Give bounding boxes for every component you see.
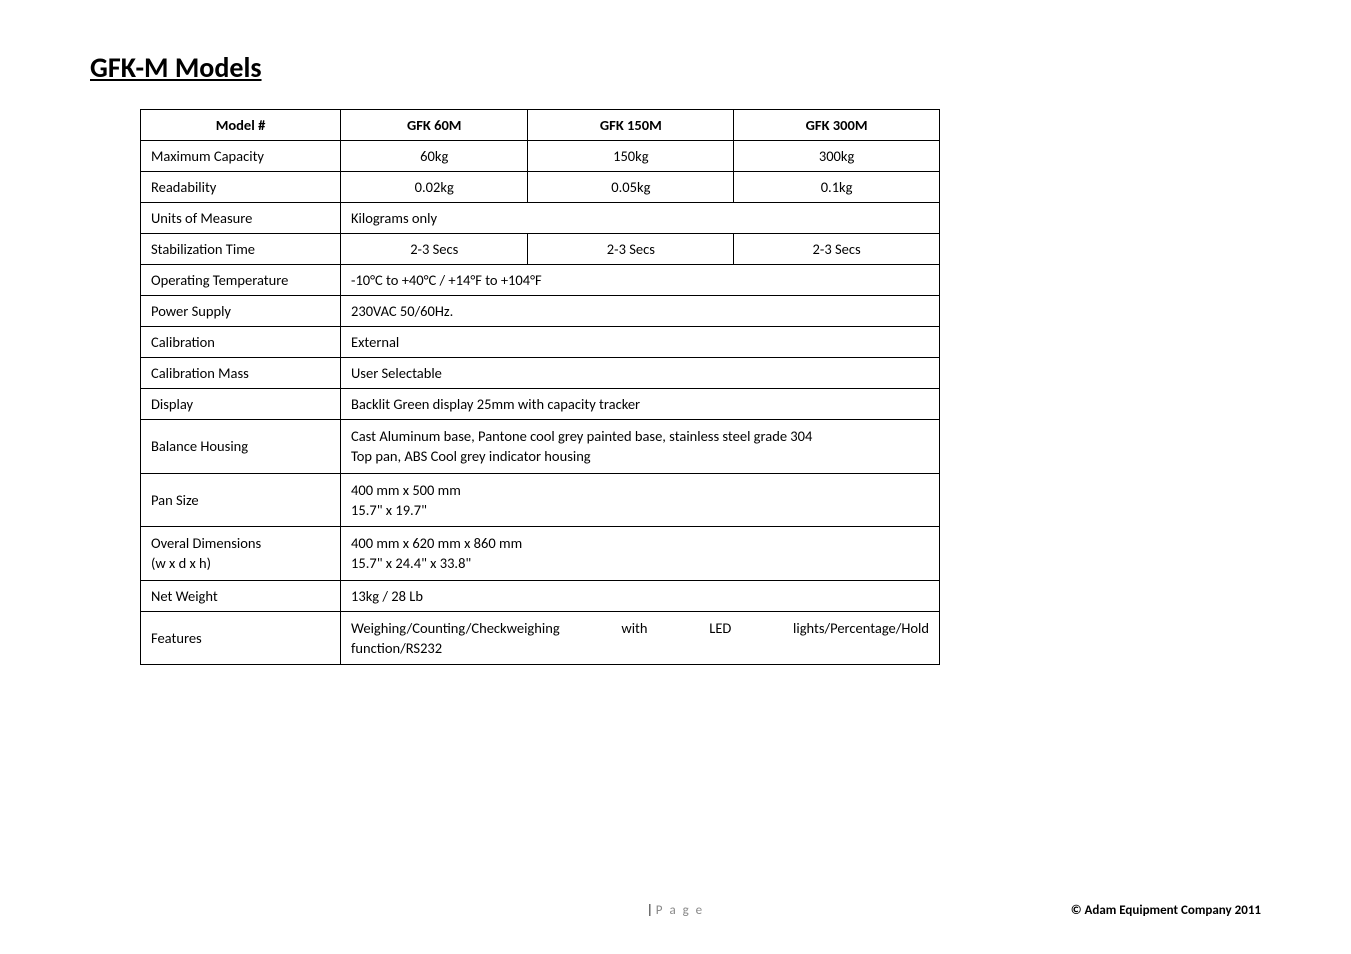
row-label-readability: Readability (141, 172, 341, 203)
row-label-display: Display (141, 389, 341, 420)
cell-stabilization-1: 2-3 Secs (341, 234, 528, 265)
cell-stabilization-3: 2-3 Secs (734, 234, 940, 265)
cell-readability-3: 0.1kg (734, 172, 940, 203)
row-label-power: Power Supply (141, 296, 341, 327)
cell-readability-1: 0.02kg (341, 172, 528, 203)
table-row: Calibration Mass User Selectable (141, 358, 940, 389)
cell-max-capacity-2: 150kg (528, 141, 734, 172)
cell-features-line2: function/RS232 (351, 638, 929, 658)
page-footer: | P a g e © Adam Equipment Company 2011 (0, 903, 1351, 918)
cell-pan-line1: 400 mm x 500 mm (351, 480, 929, 500)
cell-housing-line1: Cast Aluminum base, Pantone cool grey pa… (351, 426, 929, 446)
footer-page-sep: | (647, 903, 653, 918)
row-label-calibration: Calibration (141, 327, 341, 358)
footer-page-number: | P a g e (647, 903, 704, 918)
spec-table: Model # GFK 60M GFK 150M GFK 300M Maximu… (140, 109, 940, 665)
table-row: Maximum Capacity 60kg 150kg 300kg (141, 141, 940, 172)
cell-max-capacity-3: 300kg (734, 141, 940, 172)
cell-power: 230VAC 50/60Hz. (341, 296, 940, 327)
header-model-label: Model # (141, 110, 341, 141)
table-row: Display Backlit Green display 25mm with … (141, 389, 940, 420)
table-row: Net Weight 13kg / 28 Lb (141, 580, 940, 611)
cell-pan-line2: 15.7" x 19.7" (351, 500, 929, 520)
row-label-pan: Pan Size (141, 473, 341, 527)
footer-page-word: P a g e (656, 903, 704, 918)
table-row: Readability 0.02kg 0.05kg 0.1kg (141, 172, 940, 203)
cell-dimensions: 400 mm x 620 mm x 860 mm 15.7" x 24.4" x… (341, 527, 940, 581)
cell-features: Weighing/Counting/Checkweighing with LED… (341, 611, 940, 665)
table-row: Calibration External (141, 327, 940, 358)
row-label-weight: Net Weight (141, 580, 341, 611)
row-label-stabilization: Stabilization Time (141, 234, 341, 265)
row-label-features: Features (141, 611, 341, 665)
table-row: Operating Temperature -10°C to +40°C / +… (141, 265, 940, 296)
cell-housing: Cast Aluminum base, Pantone cool grey pa… (341, 420, 940, 474)
cell-dims-line1: 400 mm x 620 mm x 860 mm (351, 533, 929, 553)
header-col1: GFK 60M (341, 110, 528, 141)
cell-pan: 400 mm x 500 mm 15.7" x 19.7" (341, 473, 940, 527)
cell-display: Backlit Green display 25mm with capacity… (341, 389, 940, 420)
cell-cal-mass: User Selectable (341, 358, 940, 389)
dims-label-2: (w x d x h) (151, 553, 330, 573)
cell-op-temp: -10°C to +40°C / +14°F to +104°F (341, 265, 940, 296)
table-row: Overal Dimensions (w x d x h) 400 mm x 6… (141, 527, 940, 581)
row-label-units: Units of Measure (141, 203, 341, 234)
cell-readability-2: 0.05kg (528, 172, 734, 203)
table-header-row: Model # GFK 60M GFK 150M GFK 300M (141, 110, 940, 141)
cell-weight: 13kg / 28 Lb (341, 580, 940, 611)
cell-calibration: External (341, 327, 940, 358)
cell-features-line1: Weighing/Counting/Checkweighing with LED… (351, 618, 929, 638)
row-label-op-temp: Operating Temperature (141, 265, 341, 296)
table-row: Balance Housing Cast Aluminum base, Pant… (141, 420, 940, 474)
table-row: Pan Size 400 mm x 500 mm 15.7" x 19.7" (141, 473, 940, 527)
row-label-dimensions: Overal Dimensions (w x d x h) (141, 527, 341, 581)
cell-housing-line2: Top pan, ABS Cool grey indicator housing (351, 446, 929, 466)
cell-max-capacity-1: 60kg (341, 141, 528, 172)
dims-label-1: Overal Dimensions (151, 533, 330, 553)
table-row: Power Supply 230VAC 50/60Hz. (141, 296, 940, 327)
cell-units: Kilograms only (341, 203, 940, 234)
table-row: Units of Measure Kilograms only (141, 203, 940, 234)
table-row: Features Weighing/Counting/Checkweighing… (141, 611, 940, 665)
header-col3: GFK 300M (734, 110, 940, 141)
table-row: Stabilization Time 2-3 Secs 2-3 Secs 2-3… (141, 234, 940, 265)
row-label-housing: Balance Housing (141, 420, 341, 474)
footer-copyright: © Adam Equipment Company 2011 (1071, 903, 1261, 918)
row-label-max-capacity: Maximum Capacity (141, 141, 341, 172)
cell-dims-line2: 15.7" x 24.4" x 33.8" (351, 553, 929, 573)
page-title: GFK-M Models (90, 50, 1261, 85)
cell-stabilization-2: 2-3 Secs (528, 234, 734, 265)
row-label-cal-mass: Calibration Mass (141, 358, 341, 389)
header-col2: GFK 150M (528, 110, 734, 141)
